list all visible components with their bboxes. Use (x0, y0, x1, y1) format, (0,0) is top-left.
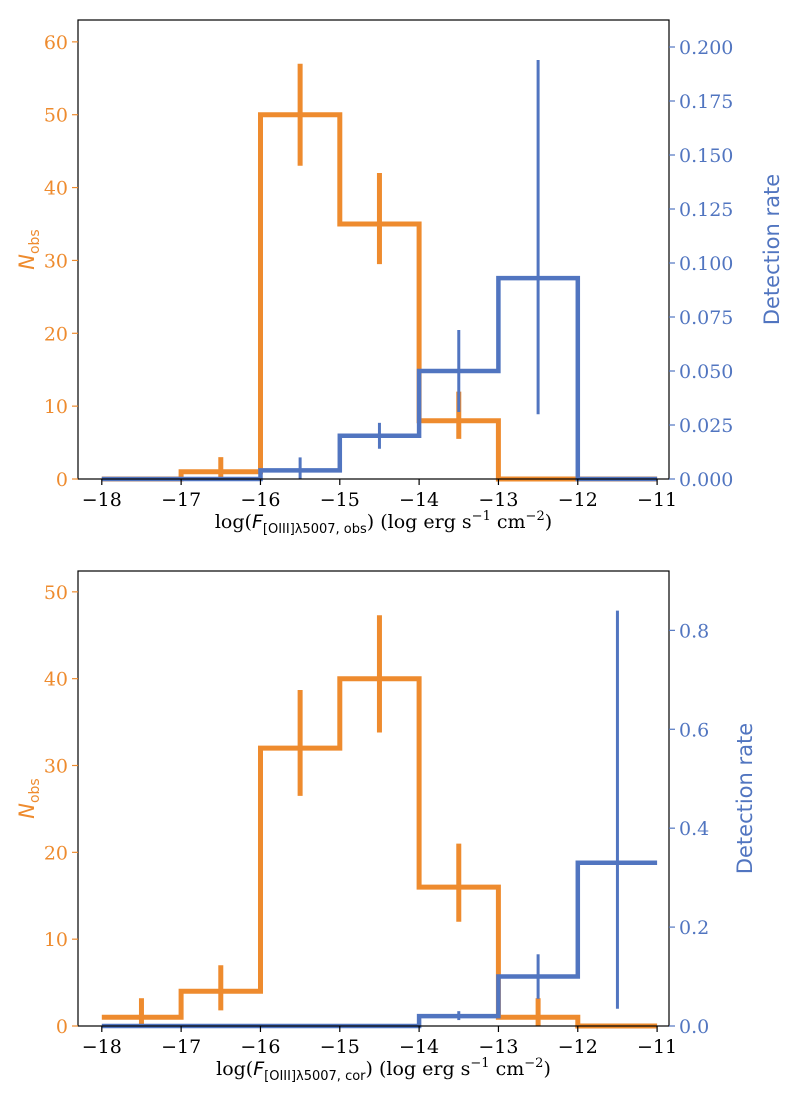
series-detection-rate-step (101, 275, 658, 482)
x-tick-label: −13 (478, 489, 518, 511)
y-left-axis-label: Nobs (15, 778, 43, 818)
x-tick-label: −15 (320, 1036, 360, 1058)
x-tick-label: −17 (161, 1036, 201, 1058)
x-tick-label: −17 (161, 489, 201, 511)
chart-panel-2: −18 −17 −16 −15 −14 −13 −12 −11 0 10 20 30 40 50 0.0 0.… (15, 570, 757, 1084)
x-axis-label: log(F[OIII]λ5007, obs) (log erg s−1 cm−2… (215, 509, 552, 537)
y-left-tick-label: 0 (56, 1016, 68, 1038)
y-right-tick-label: 0.150 (679, 145, 733, 167)
axes-frame (77, 570, 670, 1027)
y-right-tick-label: 0.0 (679, 1016, 709, 1038)
y-right-tick-label: 0.100 (679, 253, 733, 275)
y-right-tick-label: 0.125 (679, 199, 733, 221)
x-tick-label: −12 (558, 1036, 598, 1058)
y-left-tick-label: 50 (44, 105, 68, 127)
y-left-tick-label: 10 (44, 929, 68, 951)
y-left-tick-label: 60 (44, 32, 68, 54)
x-tick-label: −15 (320, 489, 360, 511)
y-left-tick-label: 20 (44, 323, 68, 345)
y-left-tick-label: 40 (44, 178, 68, 200)
y-right-tick-label: 0.175 (679, 91, 733, 113)
y-right-axis-label: Detection rate (760, 174, 784, 325)
y-left-tick-label: 0 (56, 469, 68, 491)
y-left-tick-label: 40 (44, 669, 68, 691)
y-left-tick-label: 10 (44, 396, 68, 418)
y-left-axis-label: Nobs (15, 229, 43, 269)
y-right-tick-label: 0.8 (679, 620, 709, 642)
series-detection-rate-step (101, 860, 658, 1029)
axes-frame (77, 19, 670, 480)
chart-panel-1: −18 −17 −16 −15 −14 −13 −12 −11 0 10 20 30 40 50 60 0.0… (15, 19, 784, 537)
y-right-tick-label: 0.025 (679, 415, 733, 437)
y-right-tick-label: 0.4 (679, 818, 709, 840)
x-tick-label: −11 (637, 489, 677, 511)
y-right-tick-label: 0.000 (679, 469, 733, 491)
x-axis-label: log(F[OIII]λ5007, cor) (log erg s−1 cm−2… (216, 1056, 551, 1084)
x-tick-label: −16 (240, 1036, 280, 1058)
x-tick-label: −18 (82, 1036, 122, 1058)
x-tick-label: −16 (240, 489, 280, 511)
y-left-tick-label: 30 (44, 756, 68, 778)
x-tick-label: −12 (558, 489, 598, 511)
y-right-axis-label: Detection rate (733, 723, 757, 874)
y-right-tick-label: 0.6 (679, 719, 709, 741)
x-tick-label: −14 (399, 1036, 439, 1058)
x-tick-label: −18 (82, 489, 122, 511)
x-tick-label: −11 (637, 1036, 677, 1058)
y-right-tick-label: 0.2 (679, 917, 709, 939)
y-right-tick-label: 0.200 (679, 37, 733, 59)
x-tick-label: −13 (478, 1036, 518, 1058)
y-left-tick-label: 30 (44, 250, 68, 272)
y-left-tick-label: 20 (44, 842, 68, 864)
y-right-tick-label: 0.075 (679, 307, 733, 329)
y-right-tick-label: 0.050 (679, 361, 733, 383)
y-left-tick-label: 50 (44, 582, 68, 604)
x-tick-label: −14 (399, 489, 439, 511)
